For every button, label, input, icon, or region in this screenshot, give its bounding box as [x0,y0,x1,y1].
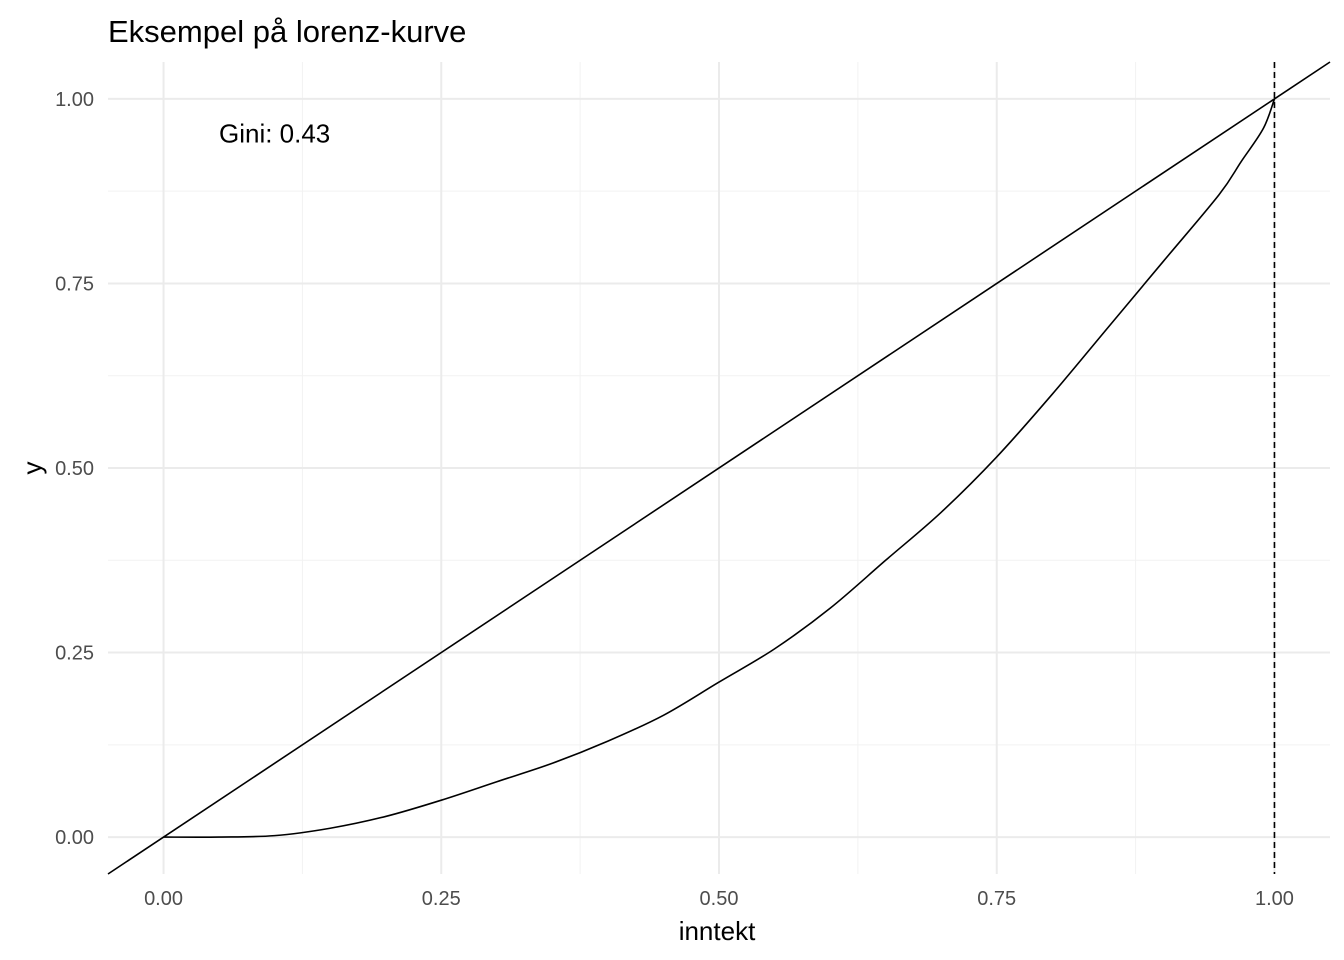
annotations: Gini: 0.43 [219,119,330,149]
y-tick-label: 0.25 [55,643,94,665]
x-tick-label: 0.75 [977,888,1016,910]
lorenz-curve-line [163,98,1276,838]
reference-lines [107,61,1331,875]
series-layer [163,98,1276,838]
x-tick-label: 0.25 [422,888,461,910]
y-axis-tick-labels: 0.00 0.25 0.50 0.75 1.00 [55,89,94,849]
y-tick-label: 0.75 [55,273,94,295]
x-axis-title: inntekt [679,916,756,946]
gini-annotation: Gini: 0.43 [219,119,330,149]
x-axis-tick-labels: 0.00 0.25 0.50 0.75 1.00 [144,888,1294,910]
y-tick-label: 1.00 [55,89,94,111]
x-tick-label: 0.50 [700,888,739,910]
y-tick-label: 0.00 [55,827,94,849]
x-tick-label: 1.00 [1255,888,1294,910]
equality-line [107,61,1331,875]
y-axis-title: y [17,462,47,475]
chart-title: Eksempel på lorenz-kurve [108,14,466,49]
y-tick-label: 0.50 [55,458,94,480]
x-tick-label: 0.00 [144,888,183,910]
